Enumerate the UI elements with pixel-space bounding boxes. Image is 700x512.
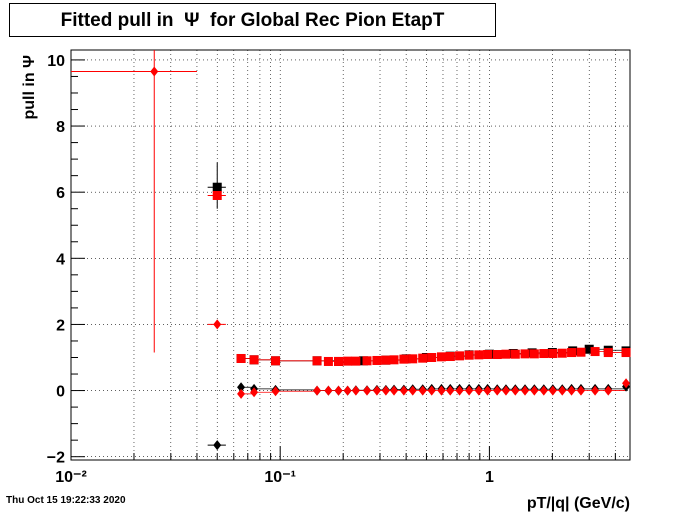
data-point-square [249, 355, 259, 365]
data-point-square [351, 356, 361, 366]
data-point-diamond [501, 385, 510, 396]
data-point-diamond [604, 385, 613, 396]
data-point-square [362, 356, 372, 366]
x-tick-label: 10⁻² [55, 469, 87, 486]
data-point-diamond [427, 385, 436, 396]
data-point-diamond [324, 385, 333, 396]
y-tick-label: 8 [56, 119, 65, 136]
plot-frame [70, 49, 631, 461]
data-point-square [334, 356, 344, 366]
data-point-square [236, 353, 246, 363]
y-tick-label: 6 [56, 185, 65, 202]
y-axis-title: pull in Ψ [21, 55, 38, 120]
y-tick-label: 4 [56, 251, 65, 268]
data-points [150, 66, 631, 451]
x-axis-title: pT/|q| (GeV/c) [527, 495, 630, 512]
data-point-square [436, 352, 446, 362]
data-point-diamond [351, 385, 360, 396]
data-point-diamond [548, 385, 557, 396]
data-point-square [427, 353, 437, 362]
data-point-diamond [408, 385, 417, 396]
data-point-square [576, 347, 586, 357]
data-point-square [372, 355, 382, 365]
data-point-square [343, 356, 353, 366]
data-point-diamond [399, 385, 408, 396]
data-point-square [539, 349, 549, 359]
data-point-square [501, 349, 511, 359]
data-point-diamond [213, 440, 222, 451]
data-point-diamond [446, 385, 455, 396]
data-point-square [567, 348, 577, 358]
data-point-square [389, 355, 399, 365]
y-tick-label: 10 [47, 53, 65, 70]
y-tick-label: 0 [56, 384, 65, 401]
data-point-square [399, 354, 409, 364]
data-point-diamond [576, 385, 585, 396]
data-point-square [510, 349, 520, 359]
data-point-diamond [372, 385, 381, 396]
data-point-square [418, 353, 428, 363]
data-point-diamond [622, 378, 631, 389]
data-point-square [621, 348, 631, 358]
data-point-square [408, 354, 418, 364]
data-point-diamond [150, 66, 159, 77]
grid [71, 50, 630, 460]
data-point-diamond [521, 385, 530, 396]
data-point-square [520, 349, 530, 359]
data-point-diamond [250, 387, 259, 398]
chart-title-box: Fitted pull in Ψ for Global Rec Pion Eta… [9, 3, 496, 37]
data-point-square [603, 348, 613, 358]
data-point-square [474, 350, 484, 360]
data-point-diamond [437, 385, 446, 396]
data-point-square [464, 350, 474, 360]
data-point-diamond [343, 385, 352, 396]
data-point-diamond [465, 385, 474, 396]
data-point-diamond [591, 385, 600, 396]
data-point-diamond [271, 386, 280, 397]
data-point-square [381, 355, 391, 365]
data-point-diamond [237, 388, 246, 399]
data-point-square [483, 350, 493, 360]
data-point-square [548, 349, 558, 359]
data-point-diamond [418, 385, 427, 396]
data-point-diamond [363, 385, 372, 396]
data-point-diamond [237, 382, 246, 393]
data-point-diamond [455, 385, 464, 396]
data-point-square [323, 356, 333, 366]
timestamp: Thu Oct 15 19:22:33 2020 [6, 495, 126, 506]
data-point-diamond [390, 385, 399, 396]
data-point-diamond [558, 385, 567, 396]
x-tick-label: 1 [485, 469, 494, 486]
data-point-diamond [530, 385, 539, 396]
axis-ticks [70, 59, 616, 460]
data-point-diamond [313, 385, 322, 396]
data-point-diamond [493, 385, 502, 396]
data-point-diamond [334, 385, 343, 396]
tick-labels: 10⁻² 10⁻¹ 1 −2 0 2 4 6 8 10 [47, 53, 494, 486]
data-point-square [492, 350, 502, 360]
chart-title: Fitted pull in Ψ for Global Rec Pion Eta… [60, 10, 445, 31]
data-point-diamond [213, 319, 222, 330]
x-tick-label: 10⁻¹ [264, 469, 296, 486]
data-point-square [590, 347, 600, 357]
data-point-diamond [474, 385, 483, 396]
data-point-square [212, 182, 222, 192]
data-point-diamond [567, 385, 576, 396]
y-tick-label: 2 [56, 317, 65, 334]
y-tick-label: −2 [47, 450, 65, 467]
data-point-square [212, 190, 222, 200]
plot-border [70, 49, 631, 461]
data-point-square [584, 344, 594, 354]
data-point-square [271, 356, 281, 366]
data-point-square [455, 351, 465, 361]
data-point-square [557, 348, 567, 358]
data-point-square [445, 352, 455, 362]
data-point-square [312, 356, 322, 366]
data-point-diamond [381, 385, 390, 396]
data-point-diamond [483, 385, 492, 396]
data-point-square [529, 349, 539, 359]
data-point-diamond [539, 385, 548, 396]
data-point-diamond [511, 385, 520, 396]
